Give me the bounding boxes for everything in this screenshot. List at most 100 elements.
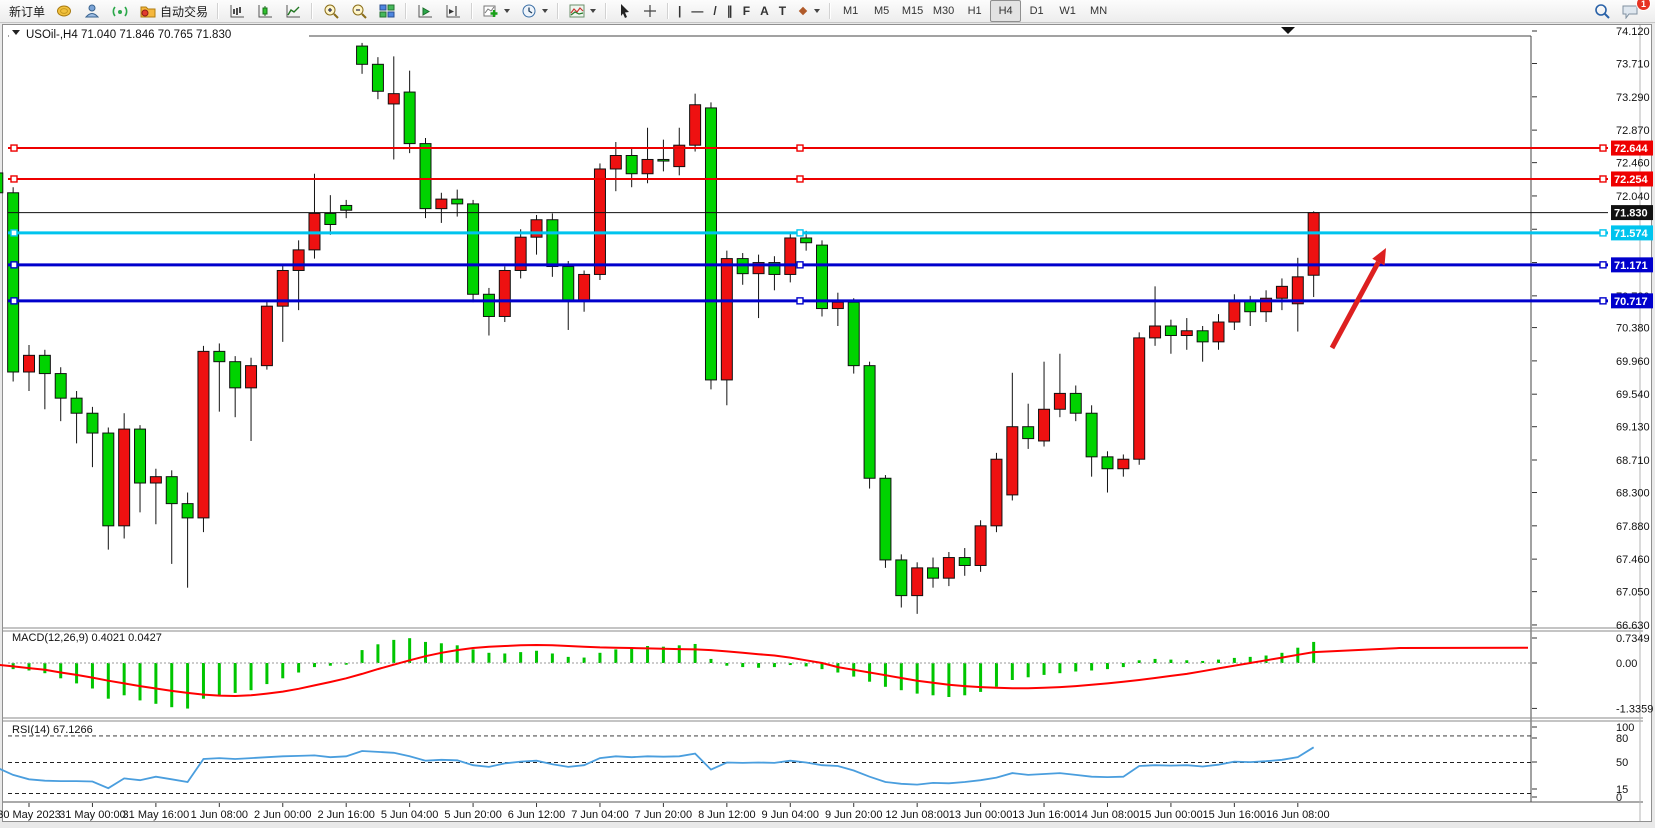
timeframe-m1[interactable]: M1 — [842, 5, 859, 17]
text-tool-button[interactable]: A — [755, 0, 774, 22]
candle-body — [673, 144, 686, 168]
zoom-out-button[interactable] — [345, 0, 373, 22]
timeframe-h1[interactable]: H1 — [967, 5, 982, 17]
line-handle[interactable] — [1599, 175, 1607, 183]
chat-button[interactable]: 1 — [1616, 0, 1651, 22]
symbol-dropdown-icon[interactable] — [12, 30, 20, 35]
trendline-tool-button[interactable]: / — [708, 0, 721, 22]
candle-body — [1053, 392, 1066, 410]
candle-body — [403, 91, 416, 145]
line-chart-mode-button[interactable] — [279, 0, 307, 22]
toolbar-separator — [829, 3, 832, 19]
candle-body — [371, 63, 384, 92]
search-button[interactable] — [1588, 0, 1616, 22]
candle-body — [197, 350, 210, 519]
text-label-tool-button[interactable]: T — [774, 0, 791, 22]
indicators-button[interactable] — [477, 0, 515, 22]
line-handle[interactable] — [1599, 261, 1607, 269]
horizontal-line-icon: — — [691, 4, 704, 18]
fibonacci-tool-button[interactable]: F — [738, 0, 755, 22]
new-order-button[interactable]: 新订单 — [4, 0, 50, 22]
line-handle[interactable] — [1599, 297, 1607, 305]
periods-button[interactable] — [515, 0, 553, 22]
time-tick-label: 6 Jun 12:00 — [508, 809, 566, 821]
line-handle[interactable] — [10, 175, 18, 183]
candle-body — [86, 412, 99, 434]
auto-scroll-button[interactable] — [411, 0, 439, 22]
cursor-tool-button[interactable] — [611, 0, 637, 22]
timeframe-group: M1 M5 M15 M30 H1 H4 D1 W1 MN — [835, 0, 1114, 22]
candle-body — [625, 155, 638, 175]
templates-button[interactable] — [563, 0, 601, 22]
time-tick-label: 12 Jun 08:00 — [885, 809, 949, 821]
price-tick-label: 73.290 — [1616, 92, 1650, 104]
time-tick-label: 14 Jun 08:00 — [1076, 809, 1140, 821]
text-tool-icon: A — [760, 4, 769, 18]
signals-button[interactable] — [106, 0, 134, 22]
line-handle[interactable] — [10, 297, 18, 305]
auto-trading-icon — [140, 6, 156, 18]
line-handle[interactable] — [796, 175, 804, 183]
line-handle[interactable] — [1599, 229, 1607, 237]
timeframe-h4[interactable]: H4 — [990, 0, 1022, 22]
timeframe-m15[interactable]: M15 — [901, 5, 924, 17]
candle-body — [0, 172, 4, 194]
price-badge — [1611, 257, 1653, 273]
candle-body — [784, 237, 797, 275]
price-tick-label: 67.050 — [1616, 587, 1650, 599]
timeframe-m5[interactable]: M5 — [873, 5, 890, 17]
timeframe-w1[interactable]: W1 — [1059, 5, 1076, 17]
new-order-label: 新订单 — [9, 4, 46, 19]
line-handle[interactable] — [10, 229, 18, 237]
auto-trading-button[interactable]: 自动交易 — [134, 0, 213, 22]
coin-button[interactable] — [50, 0, 78, 22]
accounts-button[interactable] — [78, 0, 106, 22]
zoom-in-button[interactable] — [317, 0, 345, 22]
channel-tool-button[interactable]: ∥ — [722, 0, 738, 22]
time-tick-label: 31 May 16:00 — [123, 809, 190, 821]
price-tick-label: 68.300 — [1616, 488, 1650, 500]
horizontal-line-tool-button[interactable]: — — [686, 0, 708, 22]
candle-body — [70, 397, 83, 414]
tile-windows-button[interactable] — [373, 0, 401, 22]
line-handle[interactable] — [796, 144, 804, 152]
vertical-line-tool-button[interactable]: | — [673, 0, 686, 22]
dropdown-caret-icon — [504, 9, 511, 13]
auto-scroll-icon — [418, 5, 433, 18]
rsi-line — [0, 746, 1315, 790]
chart-shift-button[interactable] — [439, 0, 467, 22]
candle-body — [467, 203, 480, 295]
macd-label: MACD(12,26,9) 0.4021 0.0427 — [12, 632, 162, 644]
line-handle[interactable] — [796, 229, 804, 237]
trend-arrow[interactable] — [1329, 260, 1381, 350]
price-badge-label: 70.717 — [1614, 296, 1648, 308]
candle-body — [847, 301, 860, 367]
candle-body — [768, 262, 781, 275]
candlestick-mode-button[interactable] — [251, 0, 279, 22]
line-handle[interactable] — [10, 261, 18, 269]
candle-body — [229, 361, 242, 389]
candle-body — [1069, 392, 1082, 414]
line-handle[interactable] — [10, 144, 18, 152]
text-label-icon: T — [778, 4, 787, 18]
macd-signal-line — [0, 643, 1529, 698]
timeframe-mn[interactable]: MN — [1090, 5, 1108, 17]
candle-body — [514, 236, 527, 271]
candle-body — [831, 301, 844, 310]
crosshair-tool-button[interactable] — [637, 0, 663, 22]
candle-body — [895, 559, 908, 597]
arrows-tool-button[interactable] — [791, 0, 825, 22]
candle-body — [340, 204, 353, 211]
bar-chart-mode-button[interactable] — [223, 0, 251, 22]
timeframe-m30[interactable]: M30 — [932, 5, 955, 17]
candle-body — [958, 557, 971, 566]
line-handle[interactable] — [1599, 144, 1607, 152]
price-tick-label: 73.710 — [1616, 59, 1650, 71]
line-handle[interactable] — [796, 261, 804, 269]
trend-arrow-head[interactable] — [1372, 248, 1386, 266]
line-handle[interactable] — [796, 297, 804, 305]
candle-body — [260, 305, 273, 367]
price-tick-label: 72.870 — [1616, 125, 1650, 137]
timeframe-d1[interactable]: D1 — [1029, 5, 1044, 17]
